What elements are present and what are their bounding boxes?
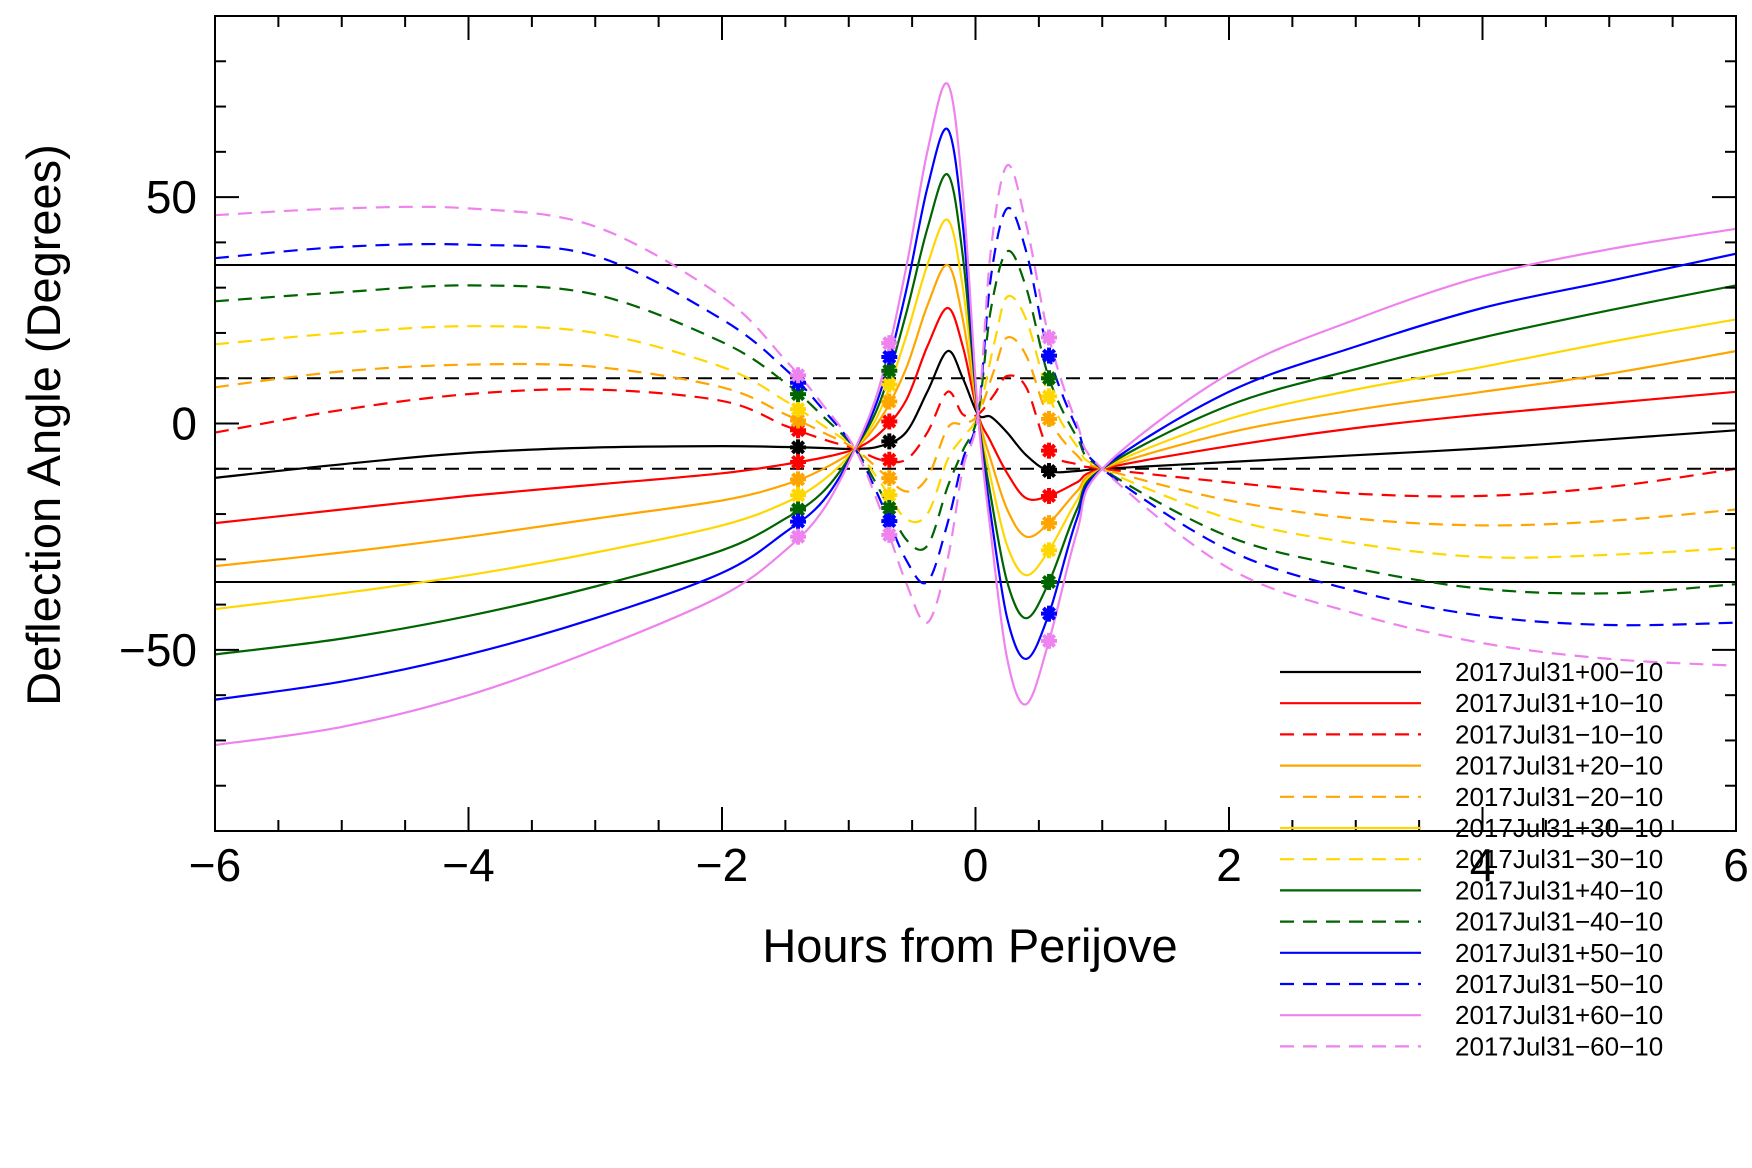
x-tick-label: 0 <box>963 839 989 891</box>
legend-entry-8: 2017Jul31+40−10 <box>1280 875 1663 905</box>
x-tick-label: −6 <box>189 839 241 891</box>
x-tick-label: 2 <box>1216 839 1242 891</box>
series-6-marker-3 <box>1041 542 1058 559</box>
series-10-marker-2 <box>881 348 898 365</box>
series-9-marker-3 <box>1041 370 1058 387</box>
series-7-marker-1 <box>790 401 807 418</box>
series-line-1 <box>215 349 1736 479</box>
axes: −6 −4 −2 0 2 4 6 −50 0 50 <box>119 15 1749 891</box>
y-tick-label: −50 <box>119 624 197 676</box>
series-1-marker-2 <box>881 433 898 450</box>
series-line-11 <box>215 206 1736 627</box>
series-9-marker-2 <box>881 500 898 517</box>
plot-content <box>215 82 1736 747</box>
legend-label: 2017Jul31−50−10 <box>1455 969 1663 999</box>
legend-entry-10: 2017Jul31+50−10 <box>1280 938 1663 968</box>
legend-label: 2017Jul31−10−10 <box>1455 719 1663 749</box>
series-1-marker-1 <box>790 439 807 456</box>
legend-entry-3: 2017Jul31−10−10 <box>1280 719 1663 749</box>
series-5-marker-2 <box>881 470 898 487</box>
legend-label: 2017Jul31+20−10 <box>1455 751 1663 781</box>
series-13-marker-2 <box>881 526 898 543</box>
legend-entry-1: 2017Jul31+00−10 <box>1280 657 1663 687</box>
series-line-2 <box>215 306 1736 525</box>
x-tick-label: 4 <box>1470 839 1496 891</box>
legend-label: 2017Jul31+00−10 <box>1455 657 1663 687</box>
series-4-marker-3 <box>1041 515 1058 532</box>
legend-label: 2017Jul31+50−10 <box>1455 938 1663 968</box>
series-8-marker-2 <box>881 362 898 379</box>
series-1-marker-3 <box>1041 463 1058 480</box>
series-2-marker-1 <box>790 453 807 470</box>
series-13-marker-1 <box>790 367 807 384</box>
series-line-9 <box>215 249 1736 595</box>
legend-label: 2017Jul31+30−10 <box>1455 813 1663 843</box>
series-7-marker-2 <box>881 487 898 504</box>
y-axis-label: Deflection Angle (Degrees) <box>17 144 70 706</box>
series-6-marker-1 <box>790 487 807 504</box>
legend-entry-9: 2017Jul31−40−10 <box>1280 907 1663 937</box>
series-5-marker-3 <box>1041 410 1058 427</box>
series-line-10 <box>215 127 1736 701</box>
series-3-marker-2 <box>881 451 898 468</box>
series-line-13 <box>215 164 1736 667</box>
series-13-marker-3 <box>1041 329 1058 346</box>
series-line-7 <box>215 294 1736 559</box>
series-12-marker-1 <box>790 528 807 545</box>
series-11-marker-3 <box>1041 347 1058 364</box>
series-line-8 <box>215 173 1736 656</box>
legend-entry-6: 2017Jul31+30−10 <box>1280 813 1663 843</box>
legend-label: 2017Jul31−30−10 <box>1455 844 1663 874</box>
y-tick-label: 0 <box>171 398 197 450</box>
series-4-marker-2 <box>881 393 898 410</box>
series-10-marker-3 <box>1041 605 1058 622</box>
legend-label: 2017Jul31+10−10 <box>1455 688 1663 718</box>
legend-label: 2017Jul31−20−10 <box>1455 782 1663 812</box>
series-line-6 <box>215 218 1736 611</box>
legend-entry-13: 2017Jul31−60−10 <box>1280 1031 1663 1061</box>
series-4-marker-1 <box>790 471 807 488</box>
series-12-marker-2 <box>881 335 898 352</box>
series-5-marker-1 <box>790 412 807 429</box>
series-2-marker-2 <box>881 413 898 430</box>
legend-entry-7: 2017Jul31−30−10 <box>1280 844 1663 874</box>
legend-label: 2017Jul31−60−10 <box>1455 1031 1663 1061</box>
series-line-5 <box>215 335 1736 527</box>
x-axis-label: Hours from Perijove <box>762 919 1177 972</box>
series-line-3 <box>215 374 1736 498</box>
series-11-marker-2 <box>881 513 898 530</box>
series-line-12 <box>215 82 1736 747</box>
legend-label: 2017Jul31+60−10 <box>1455 1000 1663 1030</box>
y-tick-label: 50 <box>146 171 197 223</box>
legend-label: 2017Jul31+40−10 <box>1455 875 1663 905</box>
series-line-4 <box>215 263 1736 568</box>
series-10-marker-1 <box>790 513 807 530</box>
legend-label: 2017Jul31−40−10 <box>1455 907 1663 937</box>
legend-entry-4: 2017Jul31+20−10 <box>1280 751 1663 781</box>
legend-entry-12: 2017Jul31+60−10 <box>1280 1000 1663 1030</box>
series-2-marker-3 <box>1041 487 1058 504</box>
legend-entry-5: 2017Jul31−20−10 <box>1280 782 1663 812</box>
series-6-marker-2 <box>881 376 898 393</box>
legend-entry-2: 2017Jul31+10−10 <box>1280 688 1663 718</box>
legend-entry-11: 2017Jul31−50−10 <box>1280 969 1663 999</box>
legend: 2017Jul31+00−102017Jul31+10−102017Jul31−… <box>1280 657 1663 1061</box>
series-7-marker-3 <box>1041 388 1058 405</box>
series-8-marker-3 <box>1041 573 1058 590</box>
x-tick-label: −4 <box>442 839 494 891</box>
series-3-marker-3 <box>1041 442 1058 459</box>
x-tick-label: 6 <box>1723 839 1749 891</box>
x-tick-label: −2 <box>696 839 748 891</box>
series-12-marker-3 <box>1041 632 1058 649</box>
